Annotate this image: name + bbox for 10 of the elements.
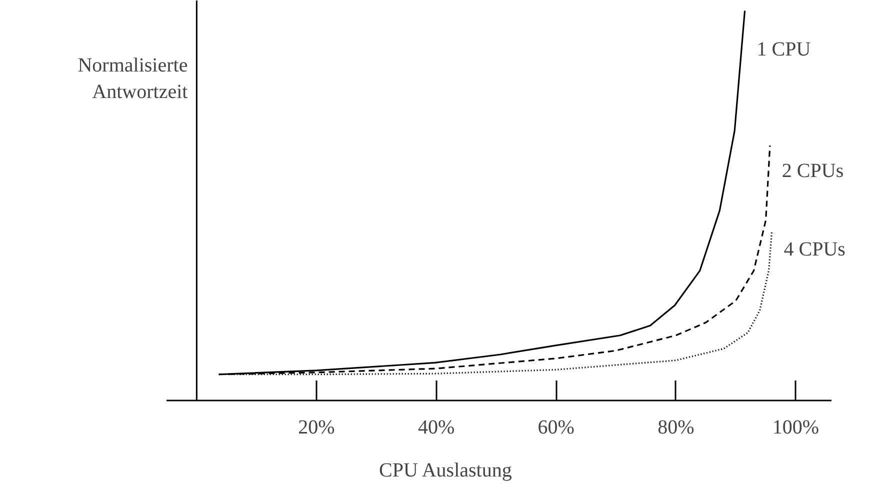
x-axis-title: CPU Auslastung bbox=[379, 460, 512, 482]
x-tick-label: 80% bbox=[658, 416, 694, 438]
series-label: 2 CPUs bbox=[782, 160, 844, 182]
x-tick-label: 100% bbox=[772, 416, 820, 438]
x-tick-label: 60% bbox=[538, 416, 574, 438]
series-label: 4 CPUs bbox=[784, 238, 846, 260]
x-tick-label: 20% bbox=[298, 416, 335, 438]
series-label: 1 CPU bbox=[756, 38, 812, 61]
x-tick-label: 40% bbox=[418, 416, 455, 438]
y-axis-title: Normalisierte Antwortzeit bbox=[78, 54, 188, 104]
